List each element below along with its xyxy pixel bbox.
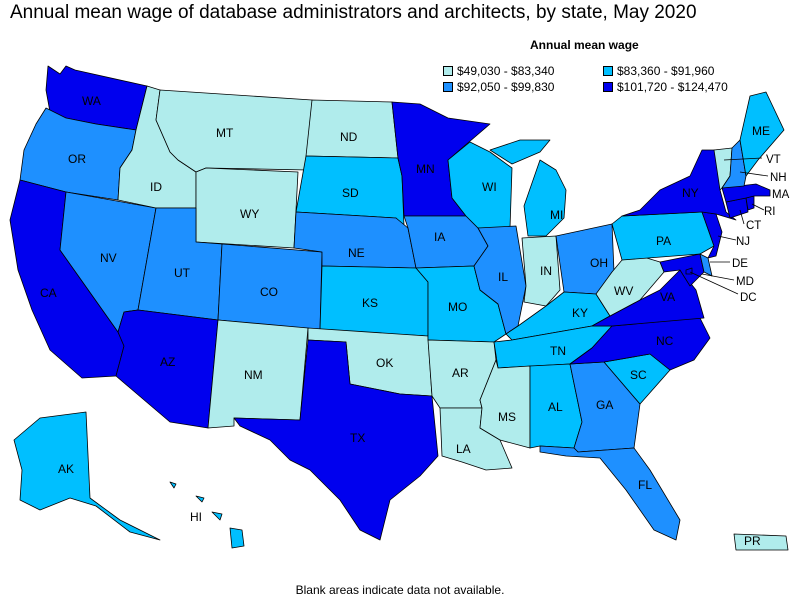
state-ny[interactable] (621, 149, 737, 221)
state-label: WI (482, 180, 497, 194)
state-label: WA (82, 94, 101, 108)
legend-title: Annual mean wage (530, 38, 639, 52)
state-label: ME (752, 124, 770, 138)
state-label: ID (150, 180, 162, 194)
map-title: Annual mean wage of database administrat… (10, 2, 697, 23)
state-label: DE (732, 258, 748, 270)
state-label: AR (452, 366, 469, 380)
state-label: MA (772, 189, 790, 201)
state-label: AZ (160, 355, 175, 369)
state-az[interactable] (115, 309, 219, 429)
state-label: FL (638, 478, 652, 492)
legend-swatch (603, 82, 613, 92)
state-label: IN (540, 264, 552, 278)
state-label: NC (656, 334, 674, 348)
state-label: KS (362, 296, 378, 310)
state-label: AL (548, 400, 563, 414)
state-label: WY (240, 207, 259, 221)
state-ma[interactable] (721, 183, 771, 203)
legend-swatch (603, 66, 613, 76)
state-label: CA (40, 286, 57, 300)
state-ak[interactable] (13, 411, 161, 541)
state-mt[interactable] (155, 89, 313, 173)
legend-swatch (443, 82, 453, 92)
legend-item-bin-1: $49,030 - $83,340 (443, 64, 554, 78)
legend-item-bin-3: $92,050 - $99,830 (443, 80, 554, 94)
legend-item-bin-2: $83,360 - $91,960 (603, 64, 714, 78)
state-tx[interactable] (233, 339, 439, 541)
state-label: PR (744, 534, 761, 548)
state-fl[interactable] (539, 445, 681, 541)
state-label: NV (100, 251, 117, 265)
state-il[interactable] (473, 225, 527, 335)
state-label: OR (68, 152, 86, 166)
state-label: MD (736, 276, 754, 288)
state-label: VA (660, 290, 675, 304)
state-label: TX (350, 431, 365, 445)
state-label: NJ (736, 236, 750, 248)
state-label: MT (216, 126, 234, 140)
state-label: CO (260, 285, 278, 299)
state-nd[interactable] (305, 99, 399, 159)
legend-swatch (443, 66, 453, 76)
legend-label: $92,050 - $99,830 (457, 80, 555, 94)
state-label: ND (340, 130, 358, 144)
state-label: OK (376, 356, 393, 370)
state-label: MO (448, 300, 467, 314)
state-label: RI (764, 206, 776, 218)
state-label: SD (342, 186, 359, 200)
legend-label: $101,720 - $124,470 (617, 80, 728, 94)
state-hi[interactable] (169, 481, 245, 549)
state-label: LA (456, 442, 471, 456)
state-label: SC (630, 368, 647, 382)
state-label: CT (746, 220, 761, 232)
legend-label: $83,360 - $91,960 (617, 64, 715, 78)
state-label: NY (682, 186, 699, 200)
state-label: KY (572, 306, 588, 320)
state-me[interactable] (739, 91, 785, 177)
legend-item-bin-4: $101,720 - $124,470 (603, 80, 728, 94)
state-label: NE (348, 246, 365, 260)
state-label: MS (498, 410, 516, 424)
state-label: IA (434, 230, 445, 244)
state-pr[interactable] (733, 533, 789, 551)
state-label: TN (550, 344, 566, 358)
state-label: NH (770, 172, 787, 184)
state-mi[interactable] (489, 139, 567, 237)
state-label: OH (590, 256, 608, 270)
legend-label: $49,030 - $83,340 (457, 64, 555, 78)
state-label: NM (244, 368, 263, 382)
state-label: WV (614, 284, 633, 298)
state-label: IL (498, 270, 508, 284)
state-label: VT (766, 154, 781, 166)
state-label: GA (596, 398, 613, 412)
state-label: UT (174, 266, 191, 280)
state-label: MI (550, 208, 563, 222)
state-label: HI (190, 510, 202, 524)
state-label: MN (416, 162, 435, 176)
state-label: DC (740, 292, 757, 304)
footnote: Blank areas indicate data not available. (295, 583, 505, 597)
state-label: AK (58, 462, 74, 476)
state-label: PA (656, 234, 671, 248)
